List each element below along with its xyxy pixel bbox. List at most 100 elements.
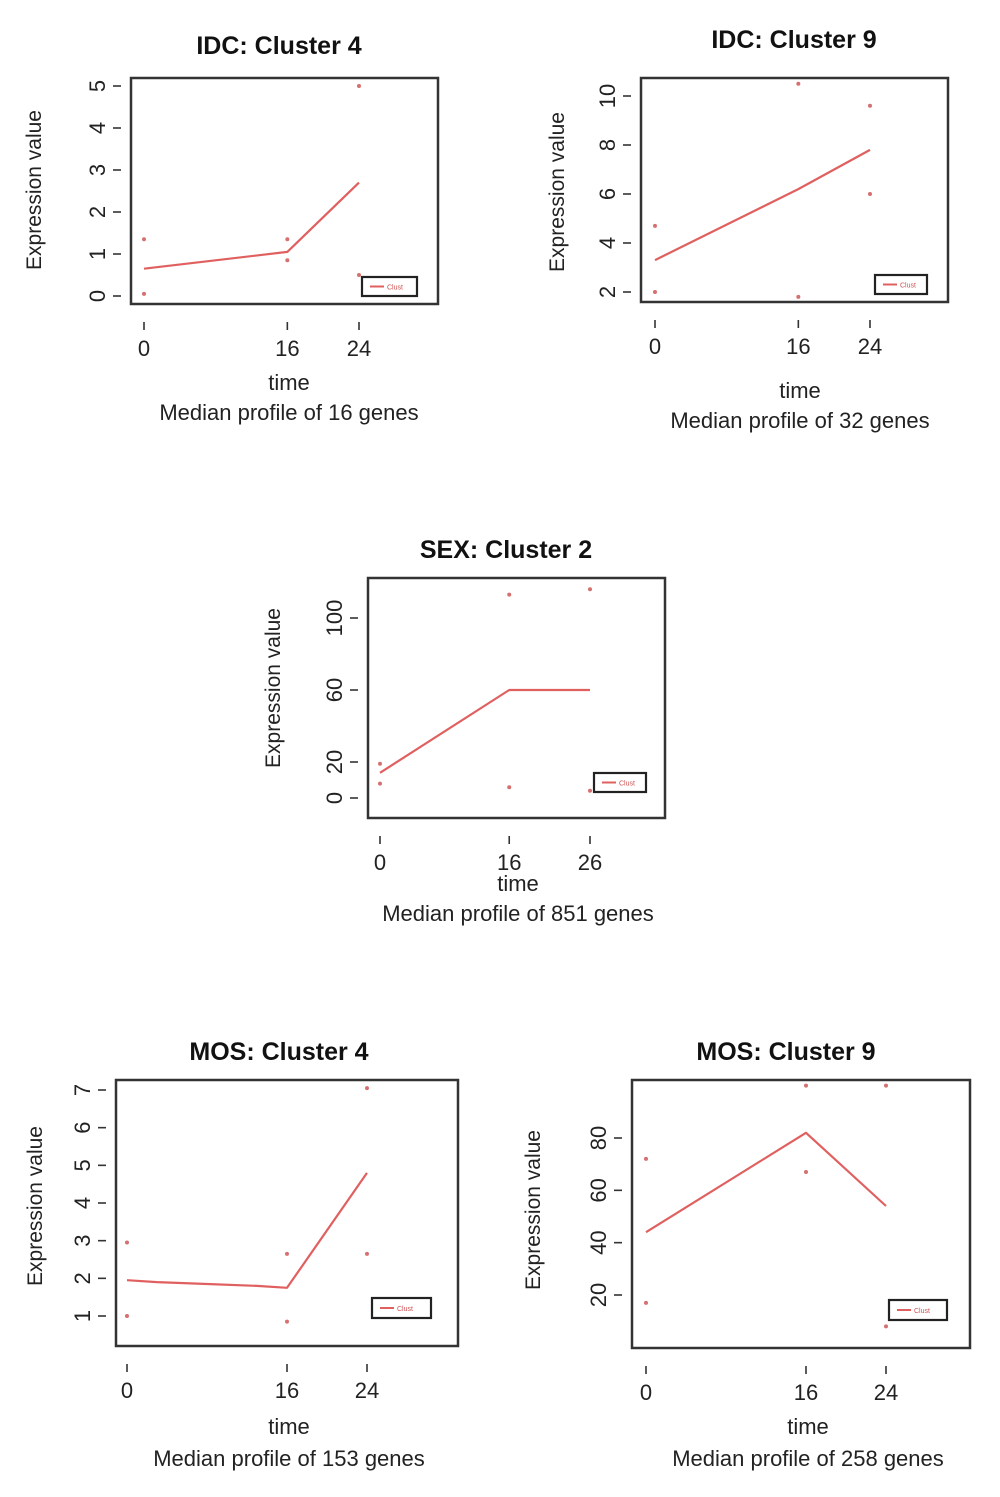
data-point <box>357 84 361 88</box>
data-point <box>378 781 382 786</box>
chart-sex-cluster-2: SEX: Cluster 2 time Median profile of 85… <box>230 520 750 940</box>
x-tick-label: 0 <box>649 334 661 359</box>
x-tick-label: 0 <box>374 850 386 875</box>
x-tick-label: 24 <box>874 1380 898 1405</box>
chart-svg-sex-cluster-2: SEX: Cluster 2 time Median profile of 85… <box>262 536 667 926</box>
data-point <box>365 1086 369 1091</box>
median-profile-line <box>143 181 360 270</box>
chart-mos-cluster-9: MOS: Cluster 9 time Median profile of 25… <box>500 1020 1000 1490</box>
data-point <box>653 290 657 294</box>
chart-title: MOS: Cluster 9 <box>696 1038 875 1066</box>
y-tick-label: 10 <box>595 84 620 108</box>
median-profile-line <box>379 688 590 774</box>
plot-frame <box>639 76 950 304</box>
chart-svg-idc-cluster-9: IDC: Cluster 9 time Median profile of 32… <box>546 26 950 433</box>
y-tick-label: 60 <box>322 678 347 702</box>
x-axis-label: time <box>779 378 821 403</box>
chart-idc-cluster-4: IDC: Cluster 4 time Median profile of 16… <box>0 0 500 460</box>
chart-title: MOS: Cluster 4 <box>189 1038 368 1066</box>
y-tick-label: 20 <box>322 750 347 774</box>
data-point <box>142 237 146 242</box>
x-tick-label: 16 <box>275 336 299 361</box>
data-point <box>588 788 592 793</box>
y-tick-label: 2 <box>70 1272 95 1284</box>
y-tick-label: 6 <box>595 188 620 200</box>
data-point <box>378 761 382 766</box>
y-tick-label: 2 <box>85 206 110 218</box>
legend-box <box>592 771 648 794</box>
y-tick-label: 20 <box>586 1283 611 1307</box>
chart-title: SEX: Cluster 2 <box>420 536 592 564</box>
chart-caption: Median profile of 16 genes <box>159 400 418 425</box>
x-tick-label: 16 <box>275 1378 299 1403</box>
data-point <box>884 1083 888 1088</box>
x-axis-label: time <box>497 871 539 896</box>
y-tick-label: 60 <box>586 1178 611 1202</box>
data-point <box>285 237 290 242</box>
chart-svg-mos-cluster-4: MOS: Cluster 4 time Median profile of 15… <box>24 1038 460 1471</box>
data-point <box>507 592 512 597</box>
median-profile-line <box>654 148 871 262</box>
data-point <box>804 1083 808 1088</box>
data-point <box>884 1324 888 1329</box>
data-point <box>285 1319 289 1324</box>
y-tick-label: 3 <box>85 164 110 176</box>
data-point <box>142 291 146 296</box>
y-axis-label: Expression value <box>24 1126 47 1286</box>
data-point <box>868 192 872 196</box>
plot-frame <box>630 1078 972 1350</box>
chart-caption: Median profile of 32 genes <box>670 408 929 433</box>
x-tick-label: 16 <box>497 850 521 875</box>
y-tick-label: 5 <box>85 80 110 92</box>
chart-svg-mos-cluster-9: MOS: Cluster 9 time Median profile of 25… <box>522 1038 972 1471</box>
data-point <box>796 81 801 86</box>
y-tick-label: 6 <box>70 1122 95 1134</box>
x-axis-label: time <box>787 1414 829 1439</box>
y-tick-label: 2 <box>595 286 620 298</box>
y-tick-label: 4 <box>595 237 620 249</box>
chart-caption: Median profile of 153 genes <box>153 1446 425 1471</box>
legend-label: Clust <box>387 285 403 292</box>
x-tick-label: 16 <box>786 334 810 359</box>
y-tick-label: 0 <box>85 290 110 302</box>
y-tick-label: 40 <box>586 1230 611 1254</box>
chart-svg-idc-cluster-4: IDC: Cluster 4 time Median profile of 16… <box>23 32 440 425</box>
y-axis-label: Expression value <box>23 110 46 270</box>
y-axis-label: Expression value <box>546 112 569 272</box>
x-tick-label: 0 <box>121 1378 133 1403</box>
legend-label: Clust <box>900 283 916 290</box>
median-profile-line <box>126 1172 368 1289</box>
legend-label: Clust <box>397 1306 413 1313</box>
y-axis-label: Expression value <box>522 1130 545 1290</box>
legend-box <box>873 273 929 296</box>
plot-frame <box>129 76 440 306</box>
chart-caption: Median profile of 851 genes <box>382 901 654 926</box>
data-point <box>125 1314 129 1318</box>
plot-frame <box>114 1078 460 1348</box>
data-point <box>285 1251 289 1256</box>
data-point <box>507 785 512 790</box>
x-tick-label: 16 <box>794 1380 818 1405</box>
y-tick-label: 3 <box>70 1235 95 1247</box>
data-point <box>588 587 592 592</box>
y-tick-label: 4 <box>70 1197 95 1209</box>
x-tick-label: 24 <box>355 1378 379 1403</box>
plot-frame <box>366 576 667 820</box>
y-tick-label: 8 <box>595 139 620 151</box>
y-tick-label: 0 <box>322 792 347 804</box>
y-axis-label: Expression value <box>262 608 285 768</box>
x-tick-label: 26 <box>578 850 602 875</box>
y-tick-label: 100 <box>322 600 347 637</box>
x-tick-label: 0 <box>138 336 150 361</box>
data-point <box>644 1156 648 1161</box>
chart-title: IDC: Cluster 4 <box>196 32 361 60</box>
y-tick-label: 5 <box>70 1159 95 1171</box>
data-point <box>365 1251 369 1256</box>
y-tick-label: 4 <box>85 122 110 134</box>
y-tick-label: 1 <box>85 248 110 260</box>
chart-mos-cluster-4: MOS: Cluster 4 time Median profile of 15… <box>0 1020 500 1490</box>
x-tick-label: 0 <box>640 1380 652 1405</box>
data-point <box>653 223 657 228</box>
chart-idc-cluster-9: IDC: Cluster 9 time Median profile of 32… <box>500 0 1000 460</box>
legend-box <box>370 1296 433 1320</box>
